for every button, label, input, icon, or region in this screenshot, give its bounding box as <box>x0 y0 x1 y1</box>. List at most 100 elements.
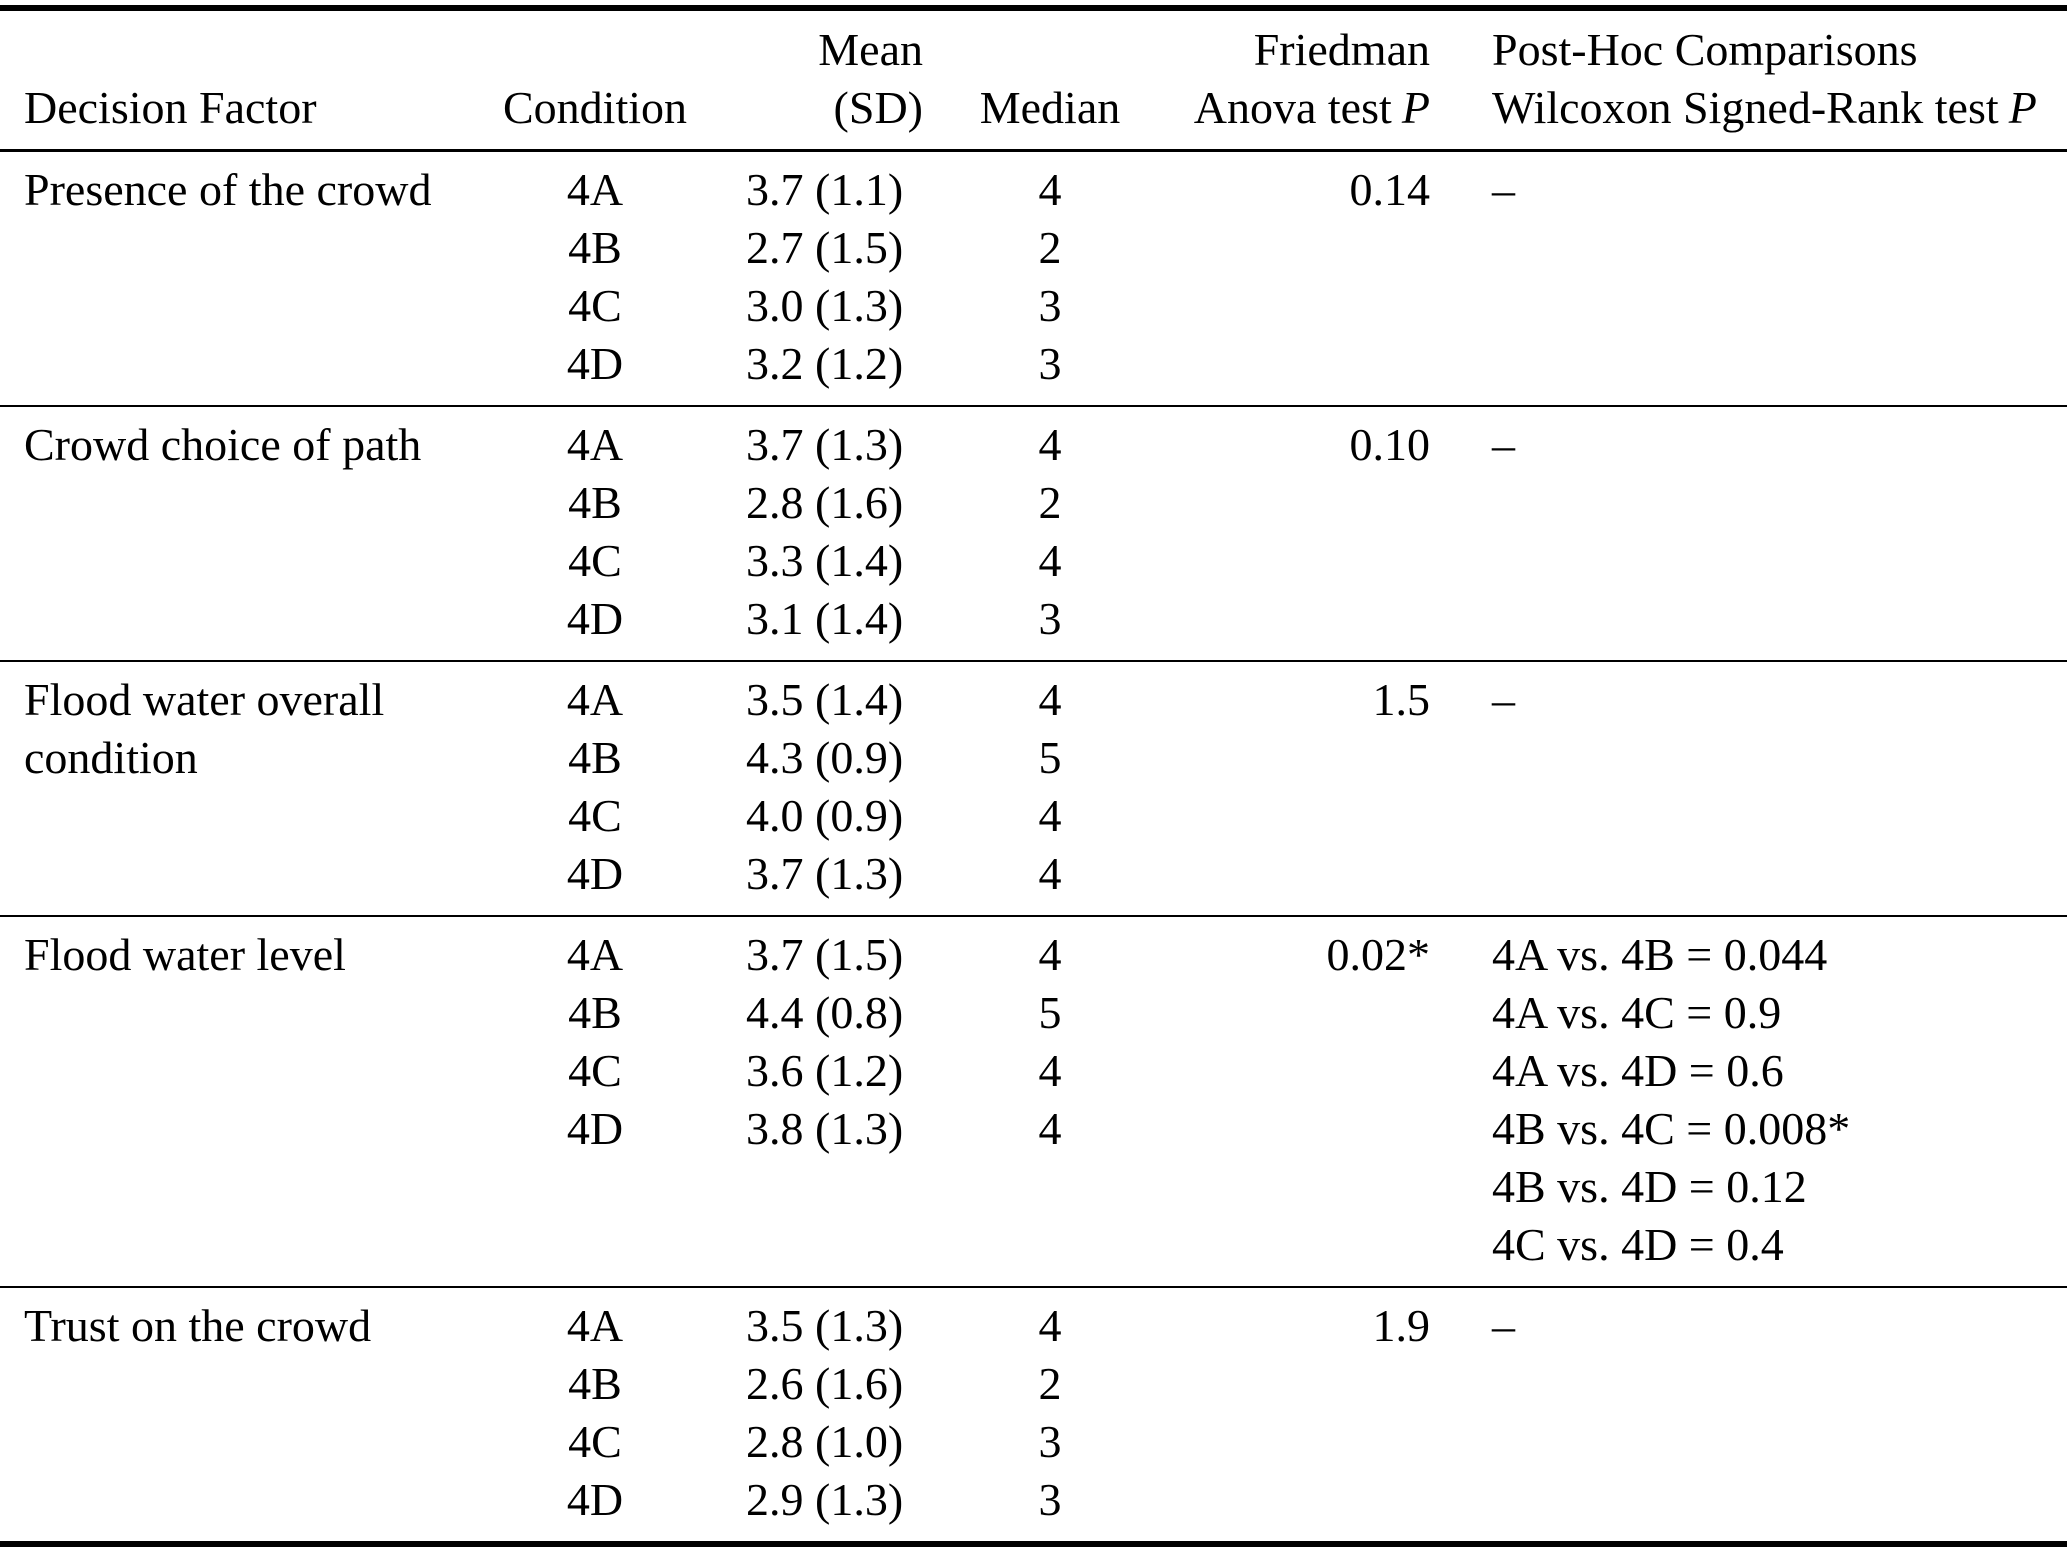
posthoc-cell: – <box>1492 419 1515 470</box>
friedman-p-cell <box>1165 277 1438 335</box>
mean-sd-cell: 3.8 (1.3) <box>746 1103 904 1154</box>
mean-sd-cell: 3.7 (1.3) <box>746 848 904 899</box>
mean-sd-cell <box>690 1216 935 1274</box>
posthoc-cell: – <box>1492 674 1515 725</box>
median-cell: 4 <box>1038 1300 1062 1351</box>
median-cell: 4 <box>1038 1045 1062 1096</box>
posthoc-cell <box>1438 277 2067 335</box>
median-cell: 5 <box>1038 987 1062 1038</box>
condition-cell: 4B <box>568 477 622 528</box>
mean-sd-cell: 3.3 (1.4) <box>746 535 904 586</box>
factor-group: Presence of the crowd 4A 3.7 (1.1) 4 0.14 – 4B… <box>0 152 2067 405</box>
header-decision-factor-label: Decision Factor <box>24 82 317 133</box>
median-cell: 2 <box>1038 222 1062 273</box>
friedman-p-cell <box>1165 1042 1438 1100</box>
condition-cell: 4D <box>566 848 624 899</box>
mean-sd-cell: 3.7 (1.1) <box>746 164 904 215</box>
condition-cell: 4A <box>566 929 624 980</box>
posthoc-cell: 4A vs. 4B = 0.044 <box>1492 929 1828 980</box>
posthoc-cell: 4B vs. 4C = 0.008* <box>1492 1103 1851 1154</box>
friedman-p-cell <box>1165 729 1438 787</box>
header-condition-label: Condition <box>502 82 688 133</box>
header-friedman-p: Friedman Anova test P <box>1165 21 1438 137</box>
friedman-p-cell <box>1165 1100 1438 1158</box>
table-body: Presence of the crowd 4A 3.7 (1.1) 4 0.14 – 4B… <box>0 152 2067 1541</box>
friedman-p-cell <box>1165 845 1438 903</box>
median-cell: 4 <box>1038 1103 1062 1154</box>
friedman-p-cell: 0.10 <box>1349 419 1431 470</box>
condition-cell: 4C <box>568 1416 622 1467</box>
condition-cell <box>500 1158 690 1216</box>
posthoc-cell: 4B vs. 4D = 0.12 <box>1492 1161 1807 1212</box>
friedman-p-cell <box>1165 787 1438 845</box>
posthoc-cell <box>1438 845 2067 903</box>
posthoc-cell <box>1438 729 2067 787</box>
posthoc-cell: – <box>1492 1300 1515 1351</box>
mean-sd-cell: 3.2 (1.2) <box>746 338 904 389</box>
header-median: Median <box>935 21 1165 137</box>
median-cell: 3 <box>1038 338 1062 389</box>
posthoc-cell <box>1438 1413 2067 1471</box>
mean-sd-cell: 4.4 (0.8) <box>746 987 904 1038</box>
header-mean-sd: Mean (SD) <box>690 21 935 137</box>
median-cell: 3 <box>1038 1474 1062 1525</box>
decision-factor-cell: Presence of the crowd <box>24 164 432 215</box>
posthoc-cell <box>1438 532 2067 590</box>
mean-sd-cell: 3.5 (1.4) <box>746 674 904 725</box>
posthoc-cell <box>1438 335 2067 393</box>
condition-cell: 4D <box>566 338 624 389</box>
decision-factor-cell: Crowd choice of path <box>24 419 422 470</box>
mean-sd-cell: 2.8 (1.6) <box>746 477 904 528</box>
condition-cell: 4A <box>566 419 624 470</box>
condition-cell: 4A <box>566 164 624 215</box>
median-cell: 2 <box>1038 477 1062 528</box>
posthoc-cell <box>1438 1355 2067 1413</box>
median-cell <box>935 1216 1165 1274</box>
condition-cell: 4C <box>568 535 622 586</box>
median-cell: 3 <box>1038 1416 1062 1467</box>
posthoc-cell: – <box>1492 164 1515 215</box>
decision-factor-cell: Flood water level <box>24 929 346 980</box>
posthoc-cell <box>1438 787 2067 845</box>
condition-cell: 4D <box>566 1103 624 1154</box>
mean-sd-cell: 4.3 (0.9) <box>746 732 904 783</box>
mean-sd-cell: 2.8 (1.0) <box>746 1416 904 1467</box>
mean-sd-cell: 4.0 (0.9) <box>746 790 904 841</box>
header-spacer <box>24 21 500 79</box>
median-cell: 4 <box>1038 848 1062 899</box>
median-cell: 4 <box>1038 790 1062 841</box>
median-cell <box>935 1158 1165 1216</box>
friedman-p-cell <box>1165 532 1438 590</box>
posthoc-cell: 4A vs. 4D = 0.6 <box>1492 1045 1784 1096</box>
condition-cell: 4D <box>566 593 624 644</box>
factor-group: Crowd choice of path 4A 3.7 (1.3) 4 0.10 – 4B 2… <box>0 405 2067 660</box>
median-cell: 3 <box>1038 593 1062 644</box>
factor-group: Flood water overall condition 4A 3.5 (1.4)… <box>0 660 2067 915</box>
header-spacer <box>500 21 690 79</box>
friedman-p-cell <box>1165 984 1438 1042</box>
median-cell: 4 <box>1038 674 1062 725</box>
condition-cell: 4B <box>568 732 622 783</box>
friedman-p-cell <box>1165 1413 1438 1471</box>
friedman-p-cell: 0.02* <box>1326 929 1431 980</box>
posthoc-cell <box>1438 219 2067 277</box>
condition-cell: 4C <box>568 1045 622 1096</box>
friedman-p-cell <box>1165 1355 1438 1413</box>
condition-cell: 4B <box>568 987 622 1038</box>
mean-sd-cell: 2.7 (1.5) <box>746 222 904 273</box>
mean-sd-cell: 3.6 (1.2) <box>746 1045 904 1096</box>
friedman-p-cell <box>1165 474 1438 532</box>
header-posthoc: Post-Hoc Comparisons Wilcoxon Signed-Ran… <box>1438 21 2067 137</box>
friedman-p-cell <box>1165 590 1438 648</box>
decision-factor-cell: Flood water overall condition <box>24 674 385 783</box>
condition-cell: 4D <box>566 1474 624 1525</box>
friedman-p-cell: 0.14 <box>1349 164 1431 215</box>
mean-sd-cell: 3.5 (1.3) <box>746 1300 904 1351</box>
header-spacer <box>935 21 1165 79</box>
friedman-p-cell <box>1165 1158 1438 1216</box>
header-mean-label: Mean <box>818 24 923 75</box>
friedman-p-cell: 1.9 <box>1372 1300 1431 1351</box>
mean-sd-cell: 3.7 (1.5) <box>746 929 904 980</box>
median-cell: 4 <box>1038 164 1062 215</box>
header-median-label: Median <box>979 82 1121 133</box>
